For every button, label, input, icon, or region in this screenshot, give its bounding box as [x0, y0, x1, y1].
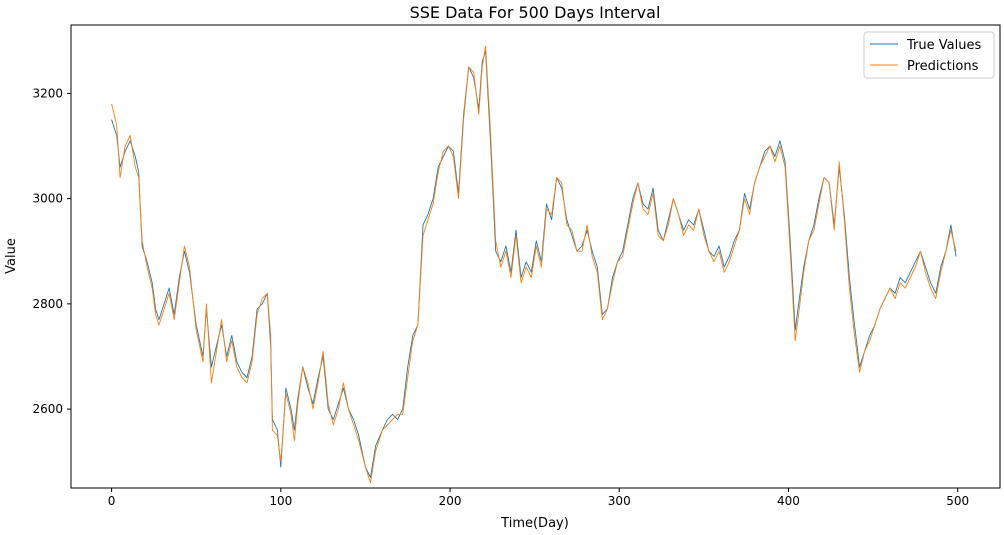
y-axis-label: Value: [4, 238, 19, 274]
x-tick-label: 500: [946, 494, 969, 508]
plot-area: [111, 45, 957, 484]
legend-label-predictions: Predictions: [907, 59, 979, 74]
legend: True Values Predictions: [863, 31, 995, 79]
x-tick-label: 100: [269, 494, 292, 508]
plot-frame: [70, 24, 1001, 489]
x-tick-label: 0: [108, 494, 116, 508]
x-tick-label: 300: [608, 494, 631, 508]
y-tick-label: 3200: [32, 86, 63, 100]
series-line-true-values: [111, 50, 957, 478]
y-tick-label: 2800: [32, 297, 63, 311]
x-axis-label: Time(Day): [500, 516, 569, 531]
y-axis: 2600 2800 3000 3200: [32, 86, 71, 416]
x-tick-label: 400: [777, 494, 800, 508]
x-tick-label: 200: [439, 494, 462, 508]
chart-title: SSE Data For 500 Days Interval: [410, 3, 661, 22]
x-axis: 0 100 200 300 400 500: [108, 488, 969, 508]
legend-label-true-values: True Values: [906, 38, 981, 53]
y-tick-label: 3000: [32, 192, 63, 206]
y-tick-label: 2600: [32, 402, 63, 416]
series-line-predictions: [111, 45, 957, 484]
